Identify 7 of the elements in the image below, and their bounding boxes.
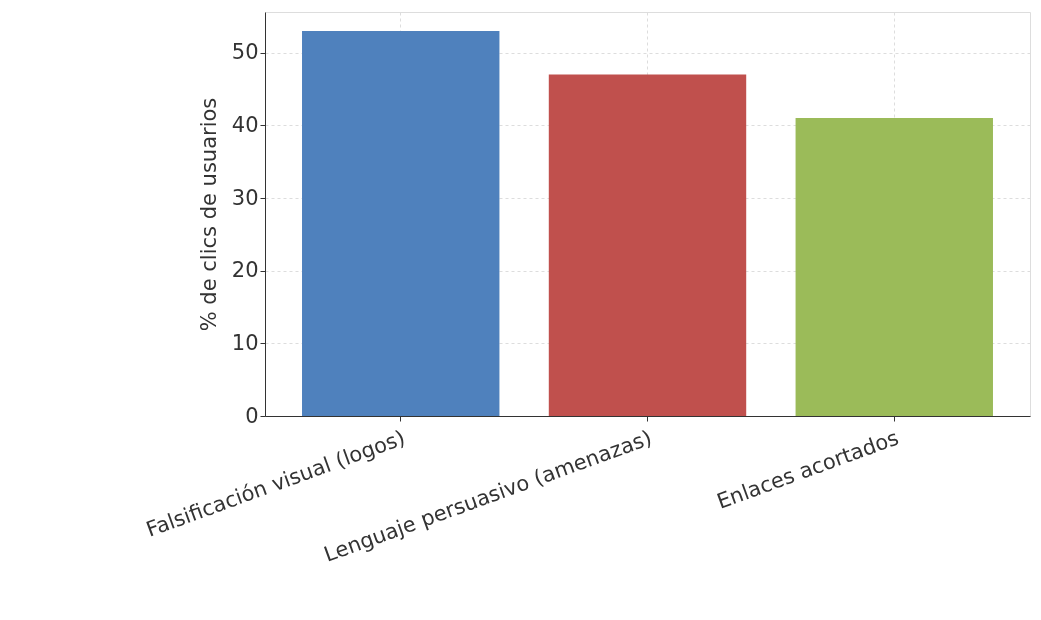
y-axis-title: % de clics de usuarios <box>196 97 221 332</box>
y-tick-label: 20 <box>231 258 259 283</box>
y-tick-label: 30 <box>231 185 259 210</box>
y-tick-label: 0 <box>245 403 259 428</box>
y-tick-label: 40 <box>231 112 259 137</box>
y-tick-label: 50 <box>231 40 259 65</box>
y-tick-label: 10 <box>231 330 259 355</box>
